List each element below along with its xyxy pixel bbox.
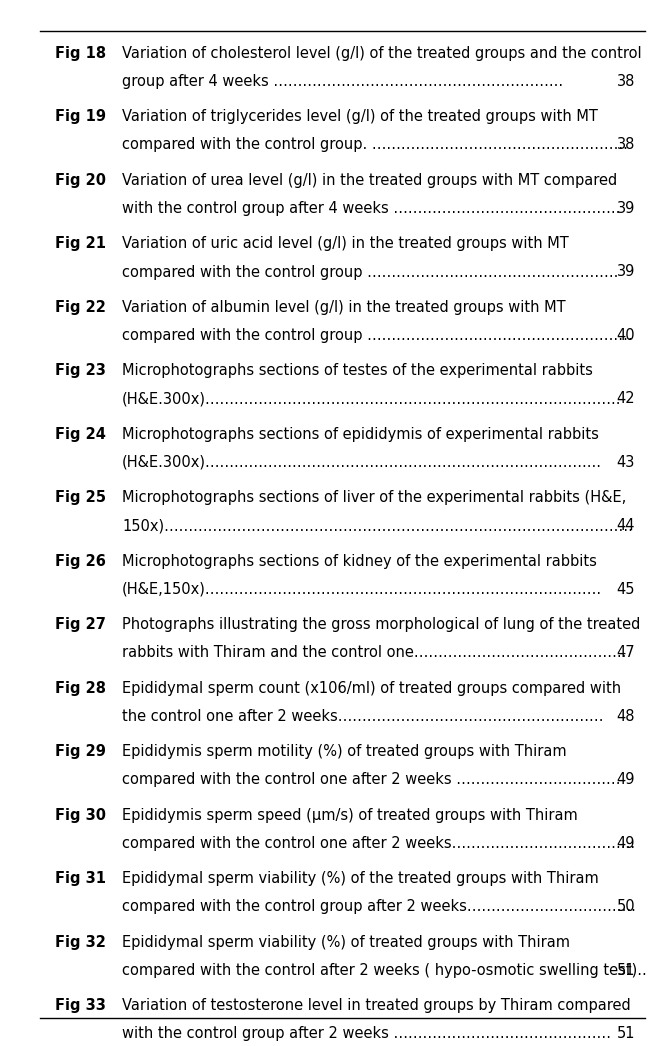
Text: 39: 39 xyxy=(616,265,635,279)
Text: Variation of uric acid level (g/l) in the treated groups with MT: Variation of uric acid level (g/l) in th… xyxy=(122,236,569,251)
Text: Fig 27: Fig 27 xyxy=(55,617,106,633)
Text: compared with the control one after 2 weeks ………………………….…: compared with the control one after 2 we… xyxy=(122,773,620,788)
Text: compared with the control group. ……………………………………………..: compared with the control group. …………………… xyxy=(122,137,628,153)
Text: 49: 49 xyxy=(616,836,635,851)
Text: Epididymal sperm viability (%) of treated groups with Thiram: Epididymal sperm viability (%) of treate… xyxy=(122,935,570,950)
Text: Fig 29: Fig 29 xyxy=(55,745,106,759)
Text: Epididymal sperm viability (%) of the treated groups with Thiram: Epididymal sperm viability (%) of the tr… xyxy=(122,871,599,887)
Text: Photographs illustrating the gross morphological of lung of the treated: Photographs illustrating the gross morph… xyxy=(122,617,640,633)
Text: Fig 31: Fig 31 xyxy=(55,871,106,887)
Text: 47: 47 xyxy=(616,645,635,660)
Text: Variation of albumin level (g/l) in the treated groups with MT: Variation of albumin level (g/l) in the … xyxy=(122,300,566,315)
Text: (H&E,150x)……………………………………………………………………….: (H&E,150x)………………………………………………………………………. xyxy=(122,582,602,597)
Text: Fig 32: Fig 32 xyxy=(55,935,106,950)
Text: Epididymis sperm speed (μm/s) of treated groups with Thiram: Epididymis sperm speed (μm/s) of treated… xyxy=(122,808,578,823)
Text: rabbits with Thiram and the control one……………………………………..: rabbits with Thiram and the control one…… xyxy=(122,645,626,660)
Text: compared with the control after 2 weeks ( hypo-osmotic swelling test)..: compared with the control after 2 weeks … xyxy=(122,963,647,978)
Text: compared with the control group …………………...………………………….: compared with the control group ………………….… xyxy=(122,328,632,343)
Text: Variation of triglycerides level (g/l) of the treated groups with MT: Variation of triglycerides level (g/l) o… xyxy=(122,110,598,124)
Text: 50: 50 xyxy=(616,900,635,914)
Text: 51: 51 xyxy=(616,1026,635,1042)
Text: Microphotographs sections of testes of the experimental rabbits: Microphotographs sections of testes of t… xyxy=(122,364,593,379)
Text: 48: 48 xyxy=(616,709,635,724)
Text: Epididymal sperm count (x106/ml) of treated groups compared with: Epididymal sperm count (x106/ml) of trea… xyxy=(122,681,621,696)
Text: Variation of cholesterol level (g/l) of the treated groups and the control: Variation of cholesterol level (g/l) of … xyxy=(122,46,642,61)
Text: 40: 40 xyxy=(616,328,635,343)
Text: 38: 38 xyxy=(616,137,635,153)
Text: Fig 21: Fig 21 xyxy=(55,236,106,251)
Text: (H&E.300x)……………………………………………………………………....: (H&E.300x)…………………………………………………………………….... xyxy=(122,455,602,470)
Text: compared with the control group …………………………………………….: compared with the control group ……………………… xyxy=(122,265,618,279)
Text: 150x)…………………………………………………………………………………….: 150x)……………………………………………………………………………………. xyxy=(122,519,633,533)
Text: Variation of testosterone level in treated groups by Thiram compared: Variation of testosterone level in treat… xyxy=(122,999,631,1014)
Text: Fig 23: Fig 23 xyxy=(55,364,106,379)
Text: Fig 22: Fig 22 xyxy=(55,300,106,315)
Text: Fig 20: Fig 20 xyxy=(55,173,106,188)
Text: Fig 26: Fig 26 xyxy=(55,554,106,569)
Text: Fig 19: Fig 19 xyxy=(55,110,106,124)
Text: Fig 18: Fig 18 xyxy=(55,46,106,61)
Text: with the control group after 2 weeks ………………………………………: with the control group after 2 weeks ………… xyxy=(122,1026,611,1042)
Text: 45: 45 xyxy=(616,582,635,597)
Text: compared with the control one after 2 weeks………………………………..: compared with the control one after 2 we… xyxy=(122,836,635,851)
Text: Microphotographs sections of kidney of the experimental rabbits: Microphotographs sections of kidney of t… xyxy=(122,554,597,569)
Text: Fig 24: Fig 24 xyxy=(55,427,106,442)
Text: 44: 44 xyxy=(616,519,635,533)
Text: Fig 28: Fig 28 xyxy=(55,681,106,696)
Text: compared with the control group after 2 weeks……………………………..: compared with the control group after 2 … xyxy=(122,900,636,914)
Text: 42: 42 xyxy=(616,391,635,407)
Text: Fig 25: Fig 25 xyxy=(55,491,106,505)
Text: Microphotographs sections of epididymis of experimental rabbits: Microphotographs sections of epididymis … xyxy=(122,427,599,442)
Text: Fig 33: Fig 33 xyxy=(55,999,106,1014)
Text: with the control group after 4 weeks ………………………………………..: with the control group after 4 weeks ………… xyxy=(122,201,620,217)
Text: 43: 43 xyxy=(616,455,635,470)
Text: Epididymis sperm motility (%) of treated groups with Thiram: Epididymis sperm motility (%) of treated… xyxy=(122,745,567,759)
Text: group after 4 weeks …………………………………………………...: group after 4 weeks ………………………………………………….… xyxy=(122,74,563,89)
Text: the control one after 2 weeks…………………………….…………………: the control one after 2 weeks……………………………… xyxy=(122,709,604,724)
Text: Fig 30: Fig 30 xyxy=(55,808,106,823)
Text: (H&E.300x)…………………………………………………………………………..: (H&E.300x)………………………………………………………………………….. xyxy=(122,391,622,407)
Text: 49: 49 xyxy=(616,773,635,788)
Text: 38: 38 xyxy=(616,74,635,89)
Text: Microphotographs sections of liver of the experimental rabbits (H&E,: Microphotographs sections of liver of th… xyxy=(122,491,626,505)
Text: 51: 51 xyxy=(616,963,635,978)
Text: Variation of urea level (g/l) in the treated groups with MT compared: Variation of urea level (g/l) in the tre… xyxy=(122,173,617,188)
Text: 39: 39 xyxy=(616,201,635,217)
